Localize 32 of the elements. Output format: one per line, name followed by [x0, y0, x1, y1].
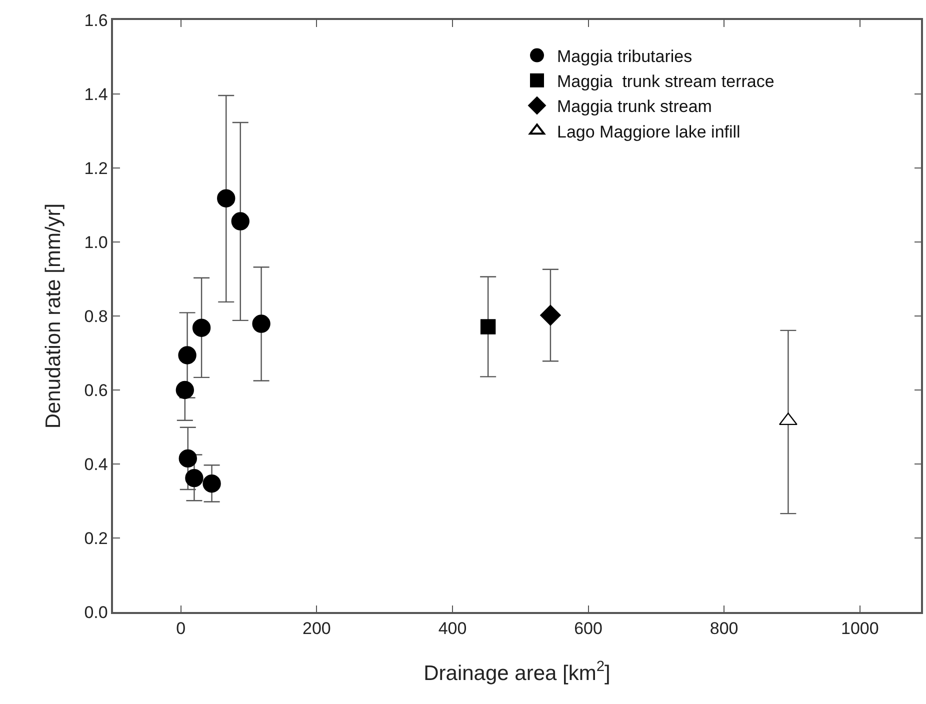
point	[192, 318, 211, 337]
point	[178, 449, 197, 468]
legend-label: Maggia trunk stream terrace	[557, 72, 774, 92]
x-tick-label: 0	[176, 619, 186, 638]
legend-label: Maggia tributaries	[557, 46, 692, 66]
y-tick-label: 0.6	[84, 380, 108, 400]
point	[480, 319, 496, 334]
y-tick-label: 0.4	[84, 454, 108, 474]
y-tick-label: 1.6	[84, 10, 108, 30]
x-tick-label: 200	[302, 619, 331, 638]
x-tick-label: 800	[710, 619, 738, 638]
y-tick-label: 1.4	[84, 84, 108, 104]
point	[178, 346, 196, 364]
point	[217, 189, 236, 208]
point	[540, 304, 561, 326]
legend-label: Maggia trunk stream	[557, 97, 712, 116]
y-tick-label: 1.2	[84, 158, 108, 178]
point	[231, 212, 250, 230]
x-tick-label: 400	[438, 619, 467, 638]
x-axis-title: Drainage area [km$^{2}$]	[424, 659, 610, 685]
x-tick-label: 600	[574, 619, 602, 638]
point	[202, 474, 221, 493]
y-tick-label: 0.8	[84, 306, 108, 326]
y-tick-label: 0.2	[84, 528, 108, 548]
y-tick-label: 0.0	[84, 602, 108, 622]
y-tick-label: 1.0	[84, 232, 108, 252]
legend-label: Lago Maggiore lake infill	[557, 122, 740, 142]
x-tick-label: 1000	[840, 619, 879, 638]
point	[176, 380, 194, 400]
point	[185, 468, 204, 488]
y-axis-title: Denudation rate [mm/yr]	[42, 203, 65, 429]
point	[252, 314, 270, 333]
